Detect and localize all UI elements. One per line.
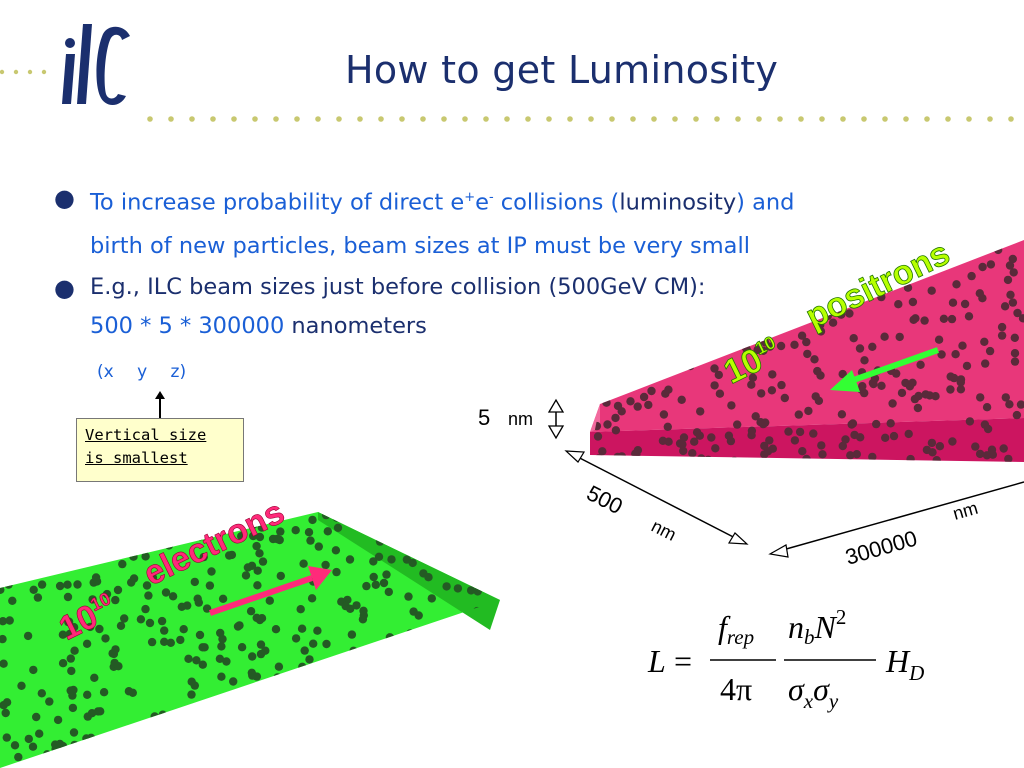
note-arrow-icon	[155, 391, 165, 419]
bullet-marker-1: ●	[54, 184, 75, 212]
bullet-1-line1: To increase probability of direct e+e- c…	[90, 189, 795, 216]
longitudinal-dimension	[768, 481, 1024, 558]
ilc-logo-icon	[62, 24, 130, 105]
header-decoration	[0, 69, 1014, 122]
bullet-2-line2: 500 * 5 * 300000 nanometers	[90, 313, 427, 339]
positron-direction-arrow-icon	[830, 347, 940, 392]
formula-equals: =	[674, 643, 692, 679]
beam-illustration: 5 nm 500 nm 300000 nm 1010 positrons 101…	[0, 234, 1024, 768]
luminosity-formula: L = frep 4π nbN2 σxσy HD	[647, 605, 924, 713]
ilc-logo	[58, 12, 148, 107]
dim-5-unit: nm	[508, 409, 533, 429]
dotted-line-left	[0, 69, 47, 75]
callout-note: Vertical size is smallest	[76, 418, 244, 482]
dotted-line-header	[147, 116, 1014, 122]
dim-5-value: 5	[478, 405, 490, 430]
page-title: How to get Luminosity	[345, 48, 779, 92]
formula-frep: frep	[718, 609, 754, 649]
bullet-marker-2: ●	[54, 274, 75, 302]
xyz-labels: (x y z)	[97, 362, 187, 382]
dim-500-value: 500	[583, 480, 627, 519]
dim-500-unit: nm	[648, 516, 679, 545]
note-line2: is smallest	[85, 449, 188, 467]
formula-4pi: 4π	[720, 671, 752, 707]
formula-L: L	[647, 643, 666, 679]
bullet-1-line2: birth of new particles, beam sizes at IP…	[90, 232, 750, 259]
positron-bunch	[590, 240, 1024, 462]
formula-sigmas: σxσy	[788, 671, 839, 713]
note-line1: Vertical size	[85, 426, 207, 444]
vertical-dimension	[547, 398, 565, 440]
formula-nbN2: nbN2	[788, 605, 846, 649]
bullet-2: E.g., ILC beam sizes just before collisi…	[90, 266, 705, 348]
formula-HD: HD	[885, 643, 924, 685]
bullet-1: To increase probability of direct e+e- c…	[90, 176, 990, 268]
electron-direction-arrow-icon	[209, 566, 332, 616]
luminosity-term: luminosity	[619, 189, 737, 216]
bullet-2-line1: E.g., ILC beam sizes just before collisi…	[90, 274, 706, 300]
dim-300000-value: 300000	[842, 526, 919, 570]
horizontal-dimension	[564, 450, 749, 545]
